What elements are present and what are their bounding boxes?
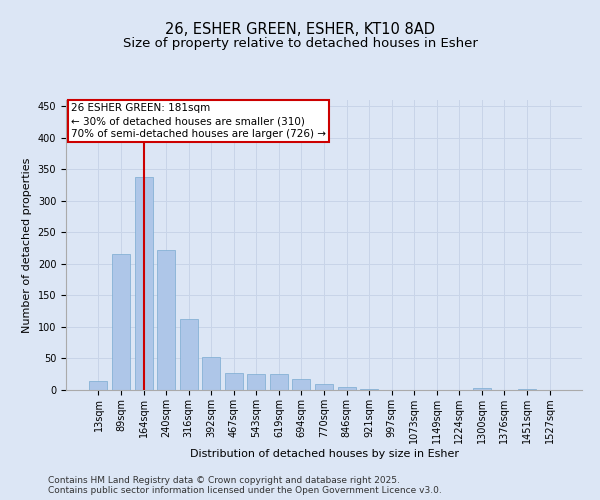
Text: 26 ESHER GREEN: 181sqm
← 30% of detached houses are smaller (310)
70% of semi-de: 26 ESHER GREEN: 181sqm ← 30% of detached… [71,103,326,140]
Text: 26, ESHER GREEN, ESHER, KT10 8AD: 26, ESHER GREEN, ESHER, KT10 8AD [165,22,435,38]
Bar [179,320,198,390]
Text: Contains HM Land Registry data © Crown copyright and database right 2025.
Contai: Contains HM Land Registry data © Crown c… [48,476,442,495]
Bar [112,254,130,390]
X-axis label: Distribution of detached houses by size in Esher: Distribution of detached houses by size … [190,449,458,459]
Y-axis label: Number of detached properties: Number of detached properties [22,158,32,332]
Bar [247,374,265,390]
Bar [225,373,243,390]
Bar [134,177,152,390]
Bar [473,388,491,390]
Bar [202,356,220,390]
Bar [360,388,378,390]
Bar [270,374,288,390]
Bar [292,378,310,390]
Bar [338,387,356,390]
Bar [89,380,107,390]
Text: Size of property relative to detached houses in Esher: Size of property relative to detached ho… [122,38,478,51]
Bar [518,388,536,390]
Bar [315,384,333,390]
Bar [157,250,175,390]
